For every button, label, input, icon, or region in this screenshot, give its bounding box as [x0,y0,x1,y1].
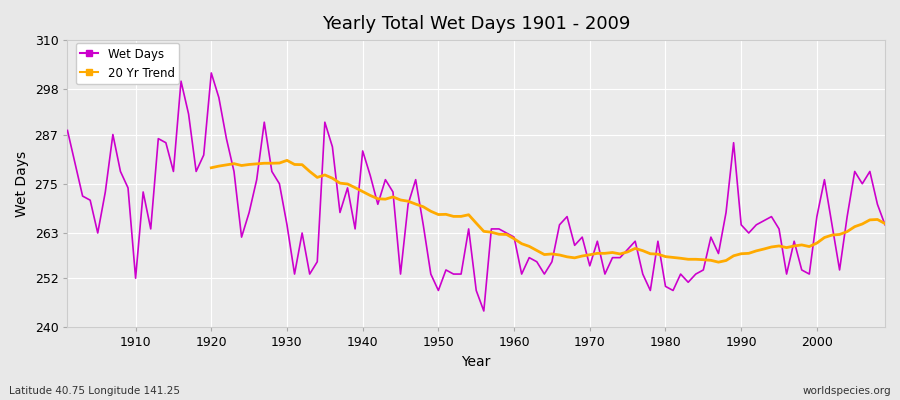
Legend: Wet Days, 20 Yr Trend: Wet Days, 20 Yr Trend [76,43,179,84]
X-axis label: Year: Year [462,355,490,369]
Text: worldspecies.org: worldspecies.org [803,386,891,396]
Title: Yearly Total Wet Days 1901 - 2009: Yearly Total Wet Days 1901 - 2009 [322,15,630,33]
Text: Latitude 40.75 Longitude 141.25: Latitude 40.75 Longitude 141.25 [9,386,180,396]
Y-axis label: Wet Days: Wet Days [15,151,29,217]
